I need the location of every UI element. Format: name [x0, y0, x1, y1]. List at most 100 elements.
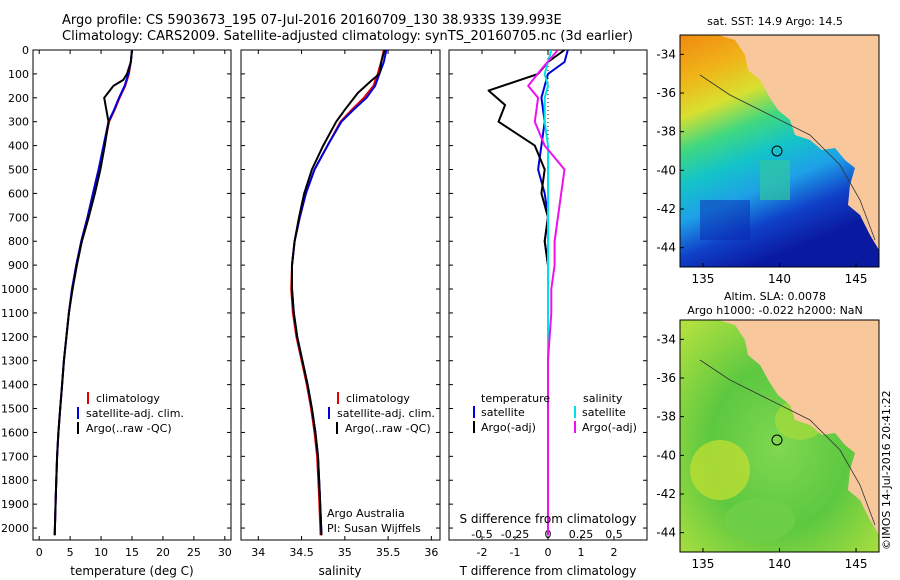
- map-x-tick-label: 140: [768, 557, 791, 571]
- x-tick-label: -2: [477, 546, 488, 559]
- top-tick-label: 0.25: [569, 528, 594, 541]
- header-line-2: Climatology: CARS2009. Satellite-adjuste…: [62, 29, 633, 44]
- temperature-xlabel: temperature (deg C): [70, 564, 193, 578]
- y-tick-label: 1500: [1, 403, 29, 416]
- legend-t-satellite: satellite: [481, 406, 525, 419]
- x-tick-label: 15: [125, 546, 139, 559]
- series-line: [527, 50, 566, 536]
- y-tick-label: 700: [8, 211, 29, 224]
- x-tick-label: 5: [67, 546, 74, 559]
- map-y-tick-label: -38: [656, 125, 676, 139]
- salinity-legend: climatology satellite-adj. clim. Argo(..…: [327, 392, 435, 535]
- sst-contour: [699, 74, 876, 241]
- sst-land: [718, 35, 879, 250]
- sla-patch: [725, 498, 795, 542]
- sla-title-line-1: Altim. SLA: 0.0078: [724, 290, 826, 303]
- x-tick-label: 1: [578, 546, 585, 559]
- legend-s-argo: Argo(-adj): [582, 421, 637, 434]
- temperature-lines: [53, 50, 133, 536]
- difference-xlabel: T difference from climatology: [459, 564, 637, 578]
- y-tick-label: 300: [8, 116, 29, 129]
- x-tick-label: -1: [510, 546, 521, 559]
- map-y-tick-label: -38: [656, 410, 676, 424]
- salinity-lines: [290, 50, 388, 536]
- series-line: [291, 50, 386, 536]
- sst-map-ticks: 135 140 145 -34 -36 -38 -40 -42 -44: [656, 47, 867, 286]
- sst-map: [680, 35, 879, 267]
- y-tick-label: 1700: [1, 450, 29, 463]
- legend-satellite: satellite-adj. clim.: [337, 407, 435, 420]
- y-tick-label: 1400: [1, 379, 29, 392]
- y-tick-label: 1000: [1, 283, 29, 296]
- y-tick-label: 500: [8, 164, 29, 177]
- map-x-tick-label: 140: [768, 272, 791, 286]
- map-y-tick-label: -42: [656, 487, 676, 501]
- sla-map: [680, 320, 879, 552]
- y-tick-label: 1600: [1, 426, 29, 439]
- credit-line-1: Argo Australia: [327, 507, 405, 520]
- x-tick-label: 30: [218, 546, 232, 559]
- legend-climatology: climatology: [96, 392, 160, 405]
- credit-line-2: PI: Susan Wijffels: [327, 522, 421, 535]
- map-y-tick-label: -40: [656, 448, 676, 462]
- map-y-tick-label: -44: [656, 241, 676, 255]
- y-tick-label: 900: [8, 259, 29, 272]
- legend-salinity-header: salinity: [583, 392, 623, 405]
- temperature-axes: [32, 49, 232, 541]
- x-tick-label: 25: [187, 546, 201, 559]
- x-tick-label: 2: [611, 546, 618, 559]
- map-y-tick-label: -36: [656, 86, 676, 100]
- x-tick-label: 36: [424, 546, 438, 559]
- x-tick-label: 20: [156, 546, 170, 559]
- difference-legend: temperature salinity satellite Argo(-adj…: [473, 392, 637, 434]
- legend-argo: Argo(..raw -QC): [86, 422, 172, 435]
- x-tick-label: 0: [545, 546, 552, 559]
- sst-patch: [700, 200, 750, 240]
- map-y-tick-label: -34: [656, 47, 676, 61]
- imos-stamp: ©IMOS 14-Jul-2016 20:41:22: [880, 390, 893, 550]
- sla-patch: [690, 440, 750, 500]
- header-line-1: Argo profile: CS 5903673_195 07-Jul-2016…: [62, 13, 562, 28]
- y-tick-label: 100: [8, 68, 29, 81]
- top-tick-label: 0.5: [605, 528, 623, 541]
- map-y-tick-label: -34: [656, 332, 676, 346]
- legend-s-satellite: satellite: [582, 406, 626, 419]
- y-tick-label: 1900: [1, 498, 29, 511]
- legend-climatology: climatology: [346, 392, 410, 405]
- y-tick-label: 1100: [1, 307, 29, 320]
- sla-map-ticks: 135 140 145 -34 -36 -38 -40 -42 -44: [656, 332, 867, 571]
- map-x-tick-label: 145: [845, 272, 868, 286]
- x-tick-label: 35: [338, 546, 352, 559]
- sla-title-line-2: Argo h1000: -0.022 h2000: NaN: [687, 304, 863, 317]
- top-tick-label: -0.25: [501, 528, 529, 541]
- y-tick-label: 600: [8, 187, 29, 200]
- x-tick-label: 34: [251, 546, 265, 559]
- salinity-axes: [240, 49, 441, 541]
- y-tick-label: 1800: [1, 474, 29, 487]
- difference-lines: [487, 50, 569, 540]
- legend-t-argo: Argo(-adj): [481, 421, 536, 434]
- sla-argo-marker: [771, 434, 783, 446]
- map-x-tick-label: 135: [692, 272, 715, 286]
- y-tick-label: 800: [8, 235, 29, 248]
- y-tick-label: 1300: [1, 355, 29, 368]
- difference-top-label: S difference from climatology: [460, 512, 637, 526]
- temperature-legend: climatology satellite-adj. clim. Argo(..…: [77, 392, 184, 435]
- sst-patch: [760, 160, 790, 200]
- map-x-tick-label: 145: [845, 557, 868, 571]
- map-y-tick-label: -36: [656, 371, 676, 385]
- series-line: [53, 50, 133, 536]
- y-tick-label: 2000: [1, 522, 29, 535]
- sst-map-title: sat. SST: 14.9 Argo: 14.5: [707, 15, 843, 28]
- x-tick-label: 10: [94, 546, 108, 559]
- x-tick-label: 35.5: [376, 546, 401, 559]
- sla-contour: [699, 359, 876, 526]
- map-y-tick-label: -42: [656, 202, 676, 216]
- legend-argo: Argo(..raw -QC): [345, 422, 431, 435]
- legend-temperature-header: temperature: [481, 392, 550, 405]
- top-tick-label: -0.5: [471, 528, 492, 541]
- map-y-tick-label: -40: [656, 163, 676, 177]
- map-y-tick-label: -44: [656, 526, 676, 540]
